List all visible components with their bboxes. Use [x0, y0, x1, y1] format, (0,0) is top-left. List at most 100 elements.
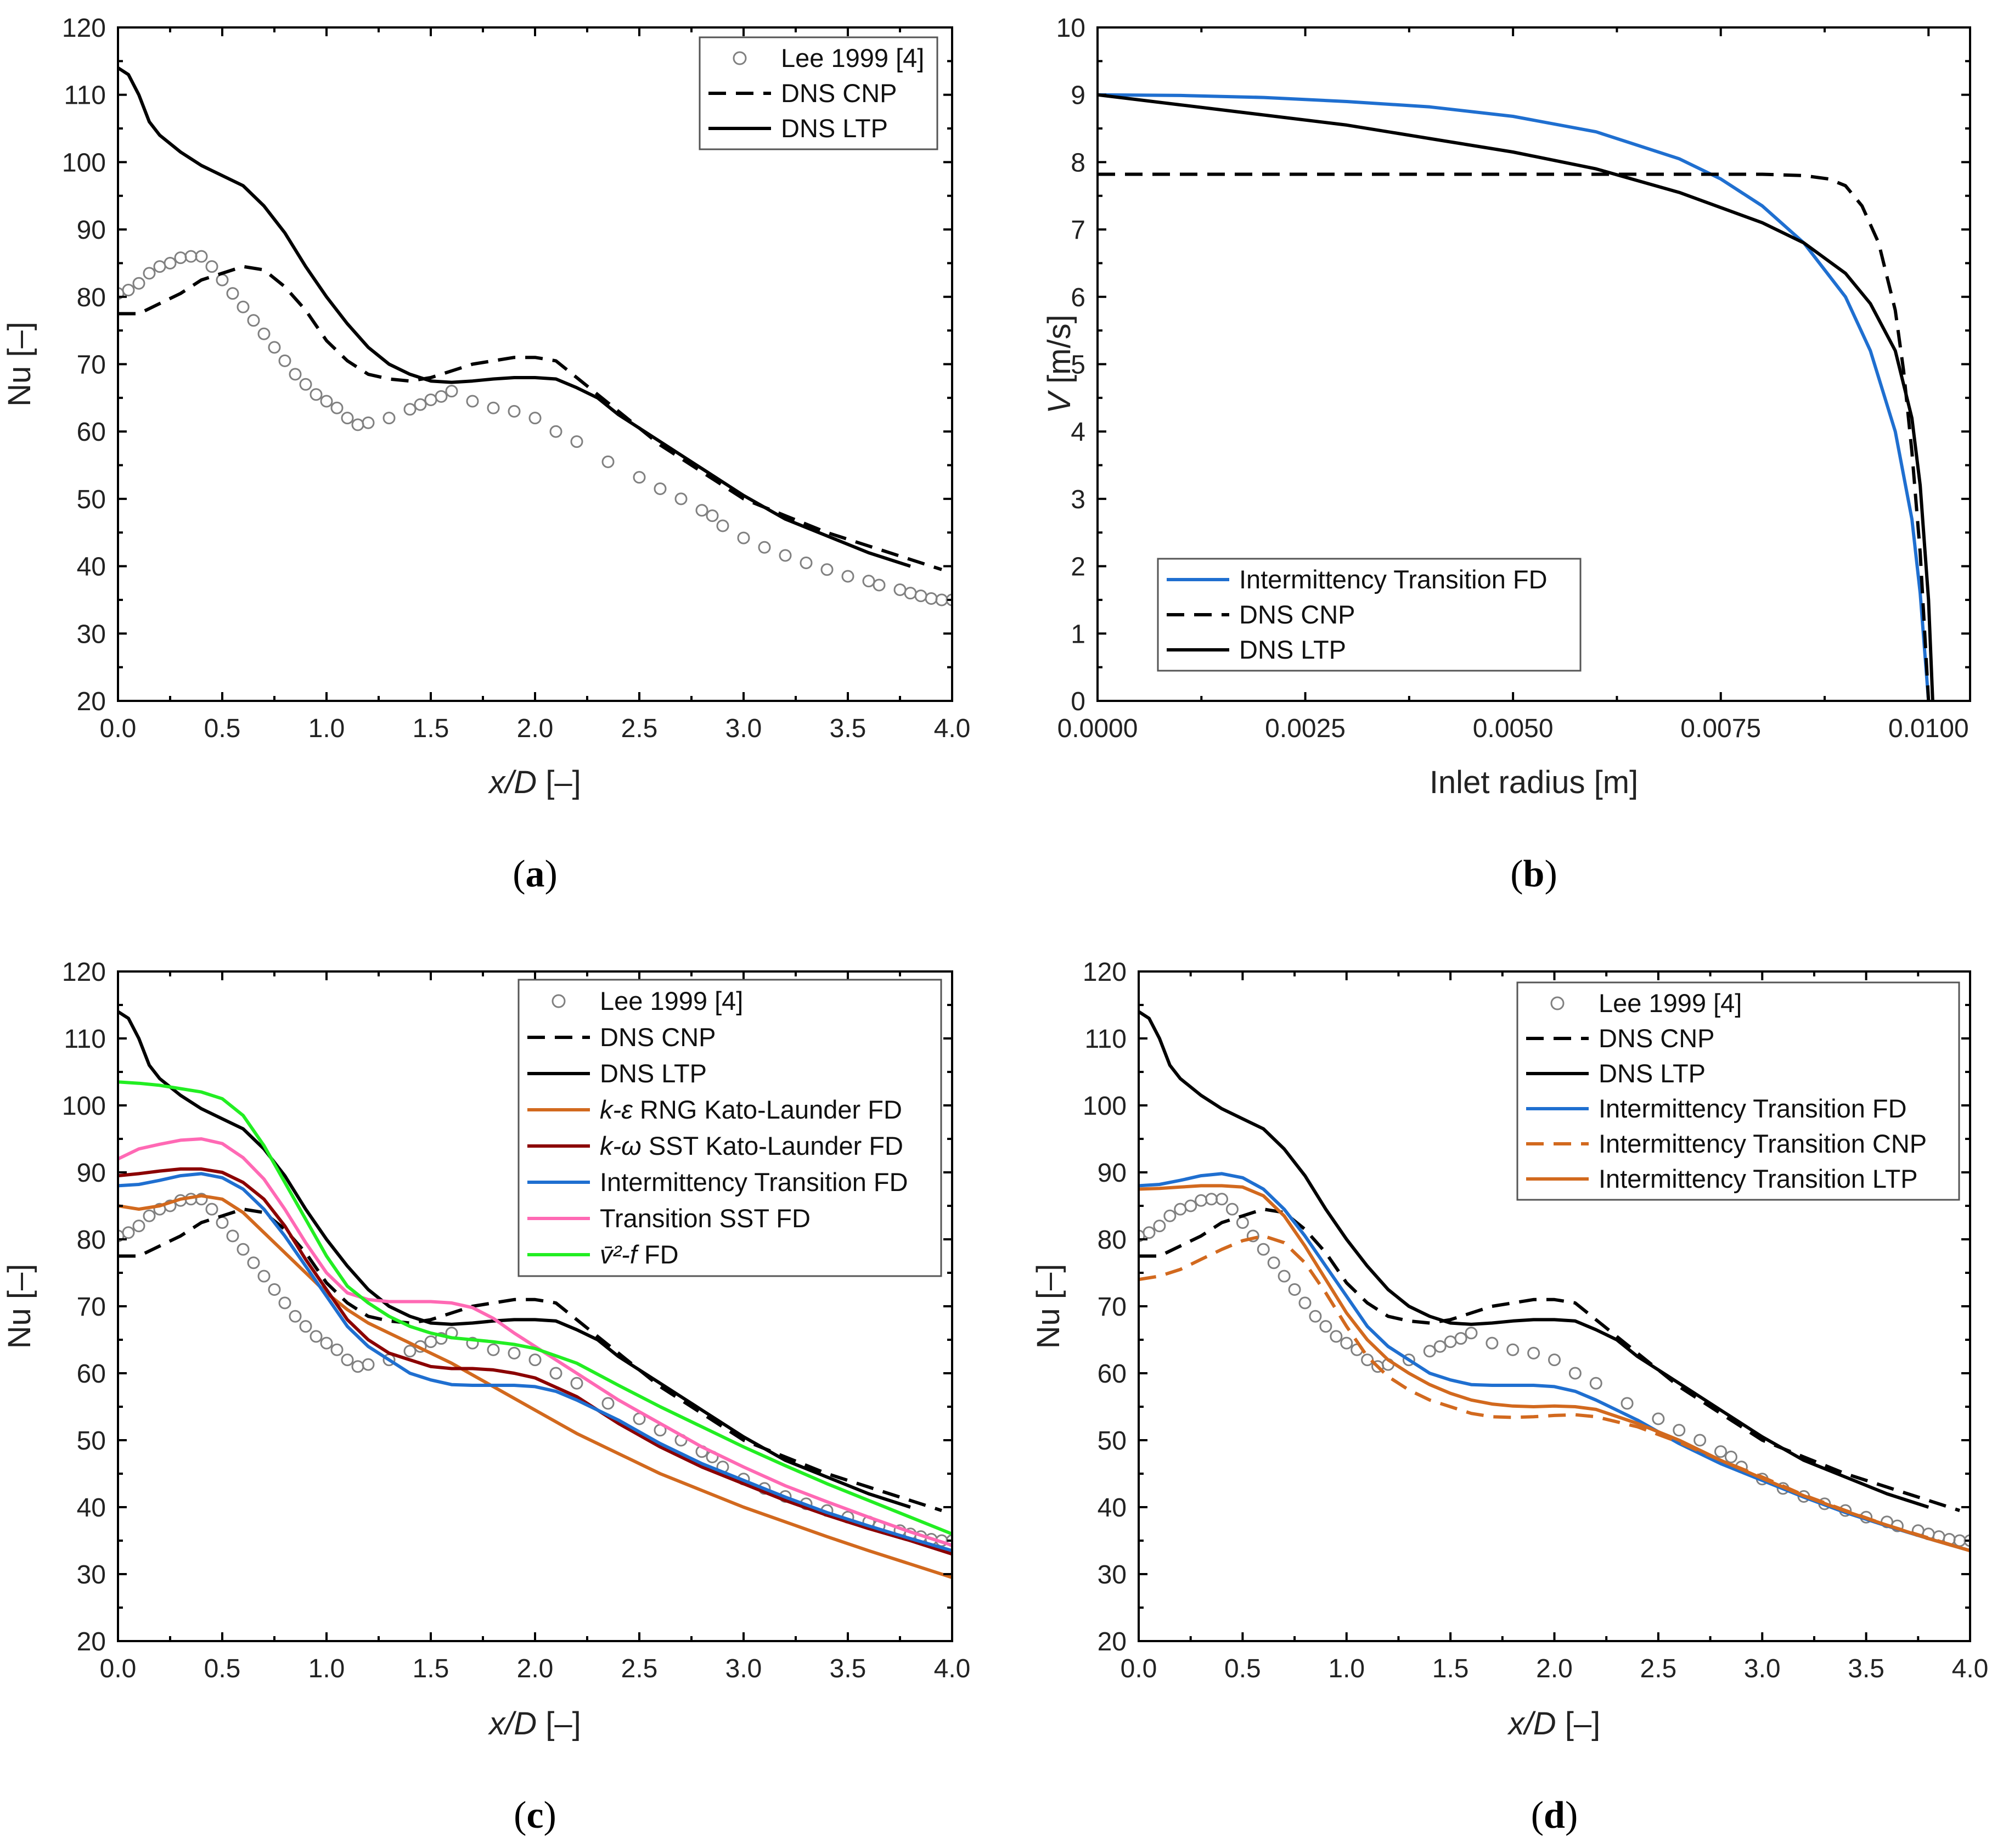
data-point [1195, 1194, 1208, 1207]
x-tick-label: 0.0075 [1680, 714, 1761, 743]
legend-label: DNS CNP [1599, 1024, 1715, 1053]
legend-label: DNS LTP [781, 114, 888, 143]
data-point [1225, 1203, 1239, 1216]
y-tick-label: 1 [1071, 620, 1085, 649]
data-point [1506, 1343, 1520, 1356]
x-tick-label: 2.0 [517, 1654, 554, 1683]
x-tick-label: 3.5 [830, 1654, 867, 1683]
y-tick-label: 40 [77, 553, 106, 582]
data-point [1402, 1353, 1415, 1367]
x-tick-label: 0.5 [204, 1654, 241, 1683]
x-tick-label: 3.0 [1744, 1654, 1781, 1683]
data-point [1652, 1412, 1665, 1425]
series-markers-lee-1999 [1139, 1193, 1970, 1547]
y-axis-label: Nu [–] [1031, 1264, 1066, 1349]
data-point [435, 1332, 448, 1345]
data-point [1257, 1243, 1270, 1256]
data-point [195, 1193, 208, 1206]
data-point [946, 593, 952, 606]
data-point [1309, 1310, 1322, 1323]
data-point [758, 541, 771, 554]
data-point [1184, 1199, 1197, 1212]
data-point [1288, 1283, 1301, 1296]
y-tick-label: 70 [1098, 1293, 1127, 1322]
legend-label: DNS CNP [781, 78, 897, 108]
data-point [268, 1283, 281, 1296]
data-point [330, 1343, 344, 1356]
data-point [946, 1534, 952, 1547]
series-line-7 [118, 1080, 952, 1536]
y-tick-label: 20 [77, 687, 106, 716]
data-point [184, 250, 198, 263]
series-line-1 [118, 265, 942, 571]
y-axis-label: V [m/s] [1042, 314, 1077, 413]
data-point [424, 394, 437, 407]
legend-label: v̄²-f FD [600, 1240, 679, 1269]
x-tick-label: 3.0 [725, 1654, 762, 1683]
y-tick-label: 7 [1071, 216, 1085, 245]
data-point [310, 388, 323, 401]
data-point [143, 1209, 156, 1222]
legend-label: DNS CNP [600, 1023, 716, 1052]
x-tick-label: 2.5 [621, 1654, 658, 1683]
y-tick-label: 30 [1098, 1560, 1127, 1589]
x-axis-label: x/D [–] [487, 765, 581, 800]
legend-label: Lee 1999 [4] [781, 43, 924, 72]
data-point [1714, 1445, 1727, 1458]
y-tick-label: 60 [1098, 1360, 1127, 1389]
legend-marker [552, 994, 566, 1008]
y-tick-label: 110 [64, 1025, 106, 1054]
y-tick-label: 120 [62, 958, 106, 987]
data-point [320, 395, 333, 408]
y-tick-label: 80 [1098, 1226, 1127, 1255]
series-line-1 [118, 1207, 942, 1512]
x-tick-label: 0.0000 [1057, 714, 1138, 743]
series-line-2 [1098, 93, 1934, 701]
data-point [549, 425, 562, 438]
series-line-0 [1098, 93, 1931, 701]
data-point [445, 385, 458, 398]
y-tick-label: 100 [62, 1092, 106, 1121]
x-tick-label: 2.0 [517, 714, 554, 743]
data-point [424, 1335, 437, 1349]
data-point [674, 492, 688, 505]
y-tick-label: 50 [1098, 1426, 1127, 1456]
x-tick-label: 0.0 [1121, 1654, 1157, 1683]
legend-label: DNS LTP [600, 1059, 707, 1088]
data-point [695, 504, 708, 517]
y-tick-label: 8 [1071, 148, 1085, 177]
y-tick-label: 50 [77, 485, 106, 514]
legend-marker [1550, 996, 1565, 1010]
data-point [1589, 1377, 1602, 1390]
data-point [247, 314, 260, 327]
data-point [247, 1256, 260, 1270]
x-tick-label: 1.0 [308, 1654, 345, 1683]
panel-label: (c) [514, 1794, 556, 1836]
data-point [466, 395, 479, 408]
legend-label: Intermittency Transition FD [1239, 565, 1548, 594]
data-point [341, 1353, 354, 1367]
data-point [1465, 1327, 1478, 1340]
data-point [362, 416, 375, 429]
data-point [800, 556, 813, 569]
series-line-4 [118, 1167, 952, 1556]
x-tick-label: 1.5 [413, 1654, 449, 1683]
data-point [935, 593, 948, 606]
y-tick-label: 10 [1056, 14, 1085, 43]
data-point [706, 509, 719, 523]
y-tick-label: 60 [77, 418, 106, 447]
data-point [153, 260, 166, 273]
chart-panel-c: 0.0 0.5 1.0 1.5 2.0 2.5 3.0 3.5 4.0 20 30 40 50 60 70 8… [2, 958, 970, 1836]
data-point [1236, 1216, 1249, 1229]
x-tick-label: 0.0 [100, 714, 137, 743]
legend-label: DNS CNP [1239, 600, 1355, 629]
x-tick-label: 1.5 [413, 714, 449, 743]
series-line-1 [1139, 1207, 1961, 1512]
data-point [299, 378, 312, 391]
data-point [873, 578, 886, 592]
data-point [122, 284, 135, 297]
x-tick-label: 0.0050 [1473, 714, 1554, 743]
data-point [132, 1220, 145, 1233]
data-point [633, 471, 646, 484]
